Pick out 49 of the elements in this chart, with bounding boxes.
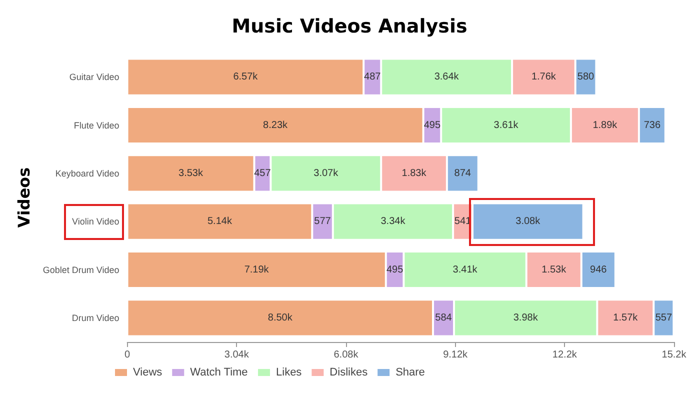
y-tick-label: Drum Video bbox=[72, 312, 120, 323]
data-label: 584 bbox=[435, 312, 452, 324]
x-tick-label: 0 bbox=[124, 350, 130, 360]
data-label: 1.76k bbox=[531, 72, 557, 83]
data-label: 1.83k bbox=[402, 168, 428, 179]
data-label: 3.53k bbox=[178, 168, 204, 179]
data-label: 487 bbox=[364, 72, 382, 83]
x-tick-label: 12.2k bbox=[552, 350, 578, 360]
data-label: 457 bbox=[254, 168, 272, 179]
data-label: 8.50k bbox=[268, 312, 294, 324]
data-label: 1.53k bbox=[542, 264, 568, 276]
data-label: 3.08k bbox=[516, 216, 542, 228]
data-label: 874 bbox=[454, 168, 472, 179]
legend-label: Share bbox=[396, 366, 425, 378]
legend-label: Dislikes bbox=[330, 366, 368, 378]
data-label: 3.64k bbox=[434, 72, 460, 83]
data-label: 541 bbox=[454, 216, 472, 228]
x-tick-label: 3.04k bbox=[224, 350, 250, 360]
data-label: 557 bbox=[655, 312, 672, 324]
data-label: 7.19k bbox=[244, 264, 270, 276]
x-tick-label: 6.08k bbox=[334, 350, 360, 360]
y-tick-label: Violin Video bbox=[72, 216, 120, 227]
legend-label: Likes bbox=[276, 366, 302, 378]
data-label: 495 bbox=[424, 120, 441, 131]
data-label: 3.41k bbox=[452, 264, 478, 276]
chart-title: Music Videos Analysis bbox=[232, 16, 468, 38]
data-label: 3.61k bbox=[494, 120, 520, 131]
data-label: 3.07k bbox=[314, 168, 340, 179]
data-label: 577 bbox=[314, 216, 332, 228]
data-label: 3.34k bbox=[380, 216, 406, 228]
data-label: 6.57k bbox=[233, 72, 259, 83]
data-label: 736 bbox=[644, 120, 661, 131]
x-tick-label: 9.12k bbox=[443, 350, 469, 360]
y-axis-title: Videos bbox=[14, 167, 34, 228]
x-tick-label: 15.2k bbox=[662, 350, 688, 360]
data-label: 3.98k bbox=[513, 312, 539, 324]
y-tick-label: Goblet Drum Video bbox=[42, 264, 120, 275]
legend-label: Views bbox=[133, 366, 163, 378]
data-label: 495 bbox=[386, 264, 404, 276]
data-label: 1.57k bbox=[613, 312, 639, 324]
legend-label: Watch Time bbox=[190, 366, 248, 378]
data-label: 580 bbox=[577, 72, 595, 83]
data-label: 8.23k bbox=[263, 120, 289, 131]
data-label: 946 bbox=[590, 264, 608, 276]
y-tick-label: Flute Video bbox=[74, 120, 120, 130]
y-tick-label: Keyboard Video bbox=[55, 168, 120, 178]
data-label: 1.89k bbox=[592, 120, 618, 131]
y-tick-label: Guitar Video bbox=[69, 72, 120, 82]
data-label: 5.14k bbox=[207, 216, 233, 228]
